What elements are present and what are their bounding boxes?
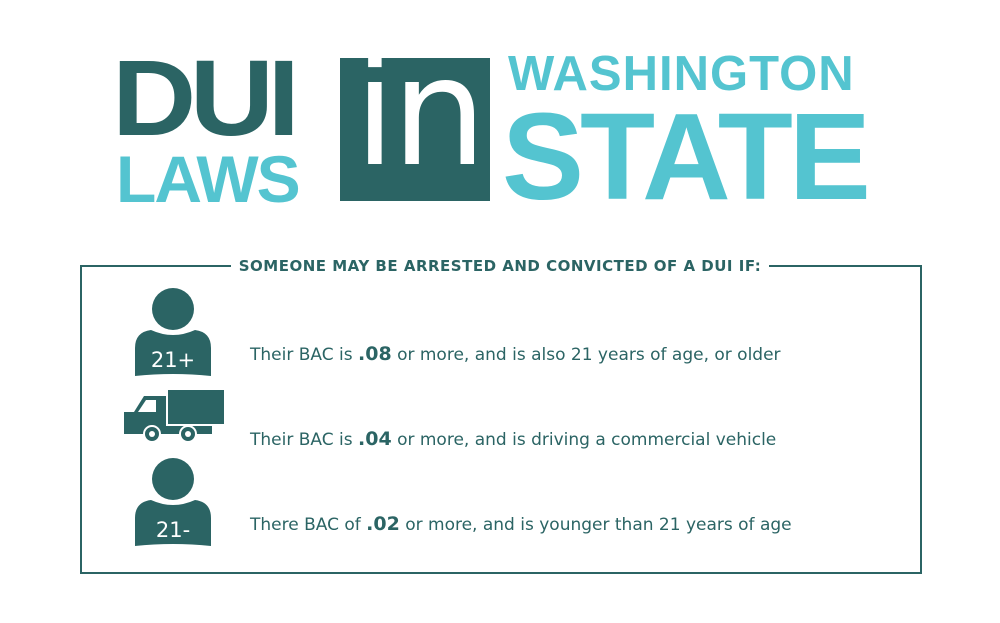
title-in-box: [340, 58, 490, 201]
person-21-plus-icon: 21+: [135, 288, 211, 376]
person-21-minus-icon: 21-: [135, 458, 211, 546]
title-state: STATE: [502, 89, 871, 226]
truck-icon: [124, 390, 224, 443]
bac-value: .08: [358, 343, 392, 365]
bac-value: .04: [358, 428, 392, 450]
title-dui: DUI: [112, 37, 300, 158]
section-heading: SOMEONE MAY BE ARRESTED AND CONVICTED OF…: [0, 256, 1000, 275]
badge-21-minus: 21-: [156, 518, 190, 542]
badge-21-plus: 21+: [151, 348, 195, 372]
title-in: in: [354, 26, 487, 200]
title-laws: LAWS: [116, 142, 301, 216]
criterion-row-3: There BAC of .02 or more, and is younger…: [250, 513, 792, 535]
bac-value: .02: [366, 513, 400, 535]
title-washington: WASHINGTON: [508, 47, 855, 101]
criterion-row-1: Their BAC is .08 or more, and is also 21…: [250, 343, 781, 365]
criterion-row-2: Their BAC is .04 or more, and is driving…: [250, 428, 777, 450]
